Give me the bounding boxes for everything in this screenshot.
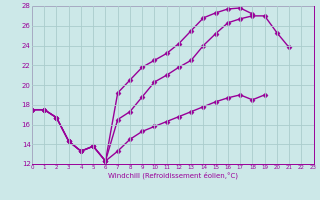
X-axis label: Windchill (Refroidissement éolien,°C): Windchill (Refroidissement éolien,°C) (108, 172, 238, 179)
